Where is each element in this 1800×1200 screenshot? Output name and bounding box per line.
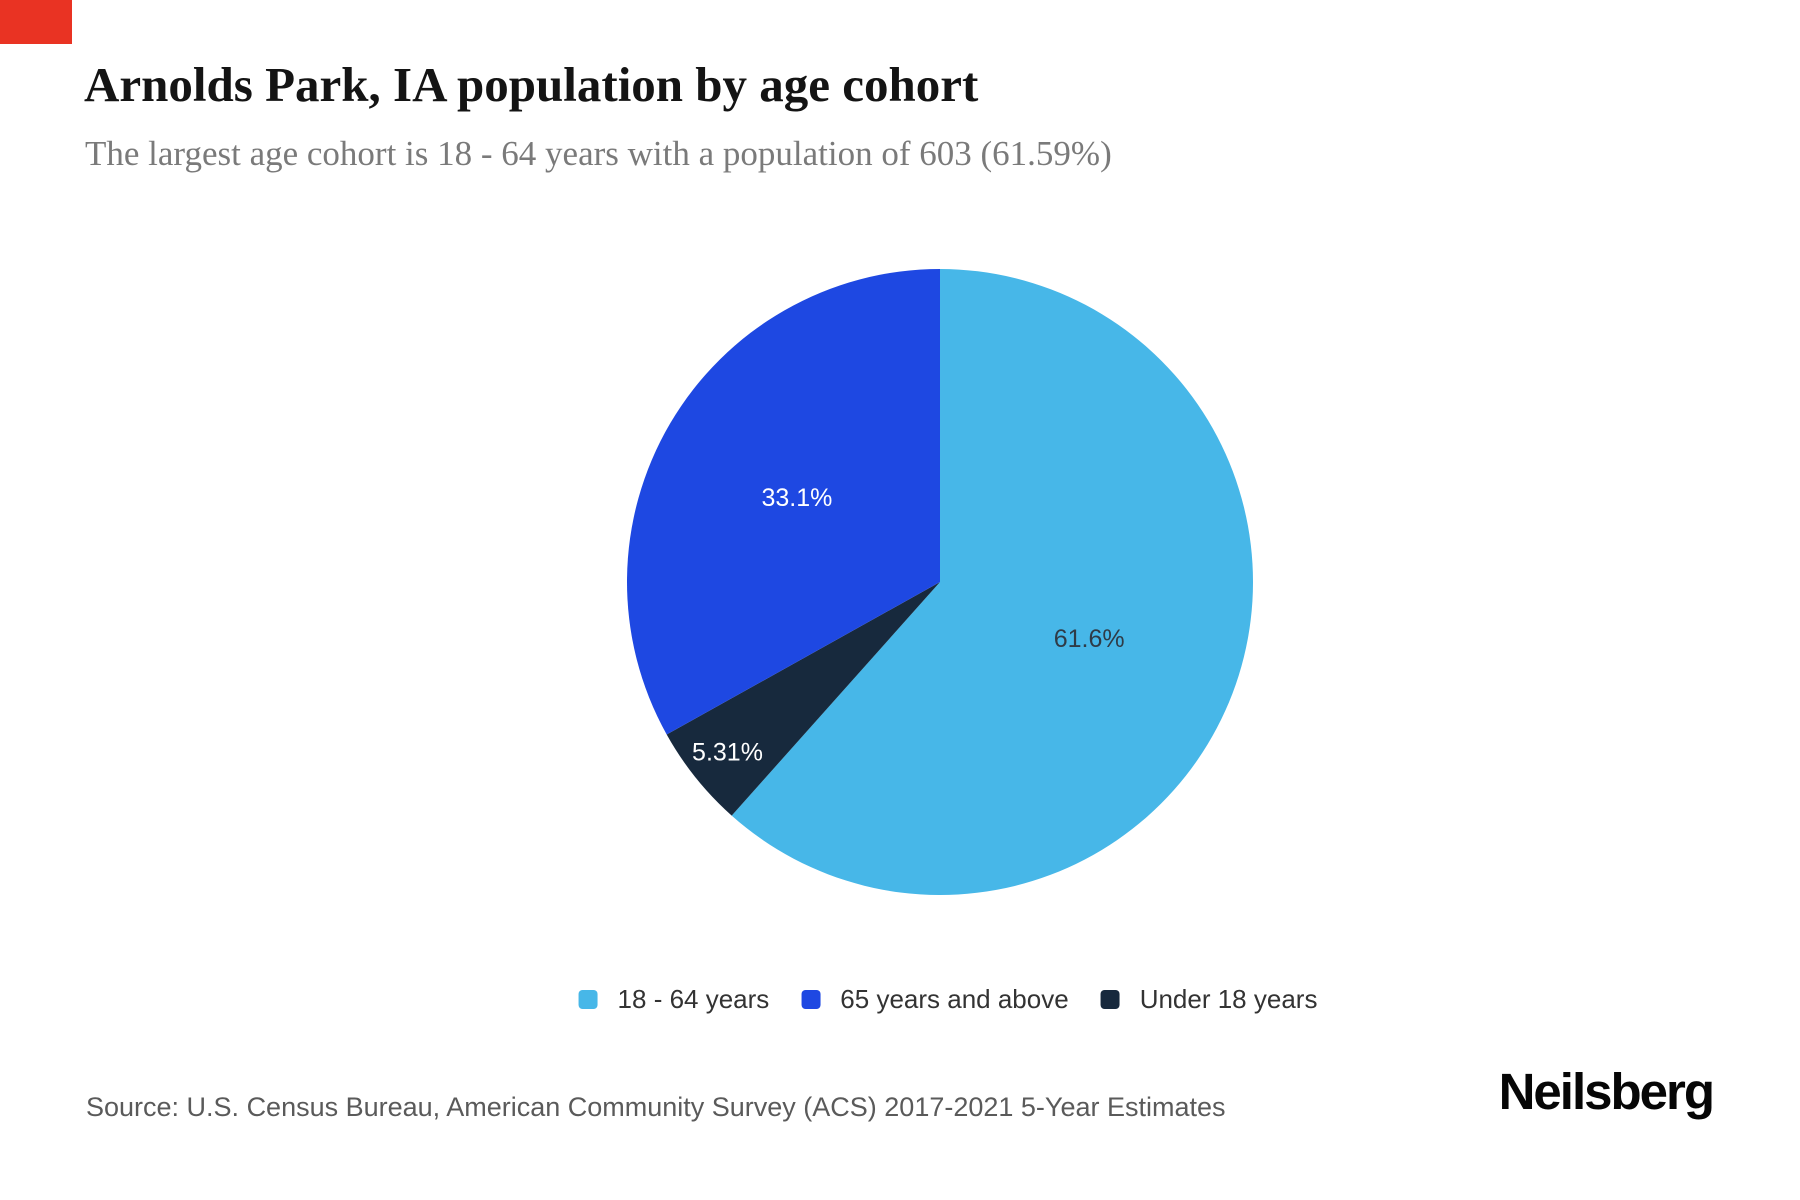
annotation-marker [0, 0, 72, 44]
legend-item-65-years-and-above[interactable]: 65 years and above [801, 984, 1069, 1015]
page-title: Arnolds Park, IA population by age cohor… [84, 57, 979, 112]
source-text: Source: U.S. Census Bureau, American Com… [86, 1092, 1226, 1122]
pie-slices-group [627, 269, 1254, 895]
legend-item-label: 18 - 64 years [617, 984, 770, 1014]
brand-logo: Neilsberg [1498, 1063, 1715, 1120]
legend-item-label: Under 18 years [1139, 984, 1318, 1014]
legend-item-18-64-years[interactable]: 18 - 64 years [578, 984, 770, 1015]
legend: 18 - 64 years 65 years and above Under 1… [578, 984, 1318, 1015]
legend-swatch-icon [801, 990, 821, 1009]
legend-item-label: 65 years and above [840, 984, 1069, 1014]
legend-item-under-18-years[interactable]: Under 18 years [1100, 984, 1318, 1015]
pie-slice-65-years-and-above[interactable] [627, 269, 940, 735]
pie-slice-18-64-years[interactable] [731, 269, 1254, 895]
page-subtitle: The largest age cohort is 18 - 64 years … [85, 134, 1112, 173]
legend-swatch-icon [1100, 990, 1120, 1009]
pie-slice-under-18-years[interactable] [666, 582, 940, 816]
legend-swatch-icon [578, 990, 598, 1009]
